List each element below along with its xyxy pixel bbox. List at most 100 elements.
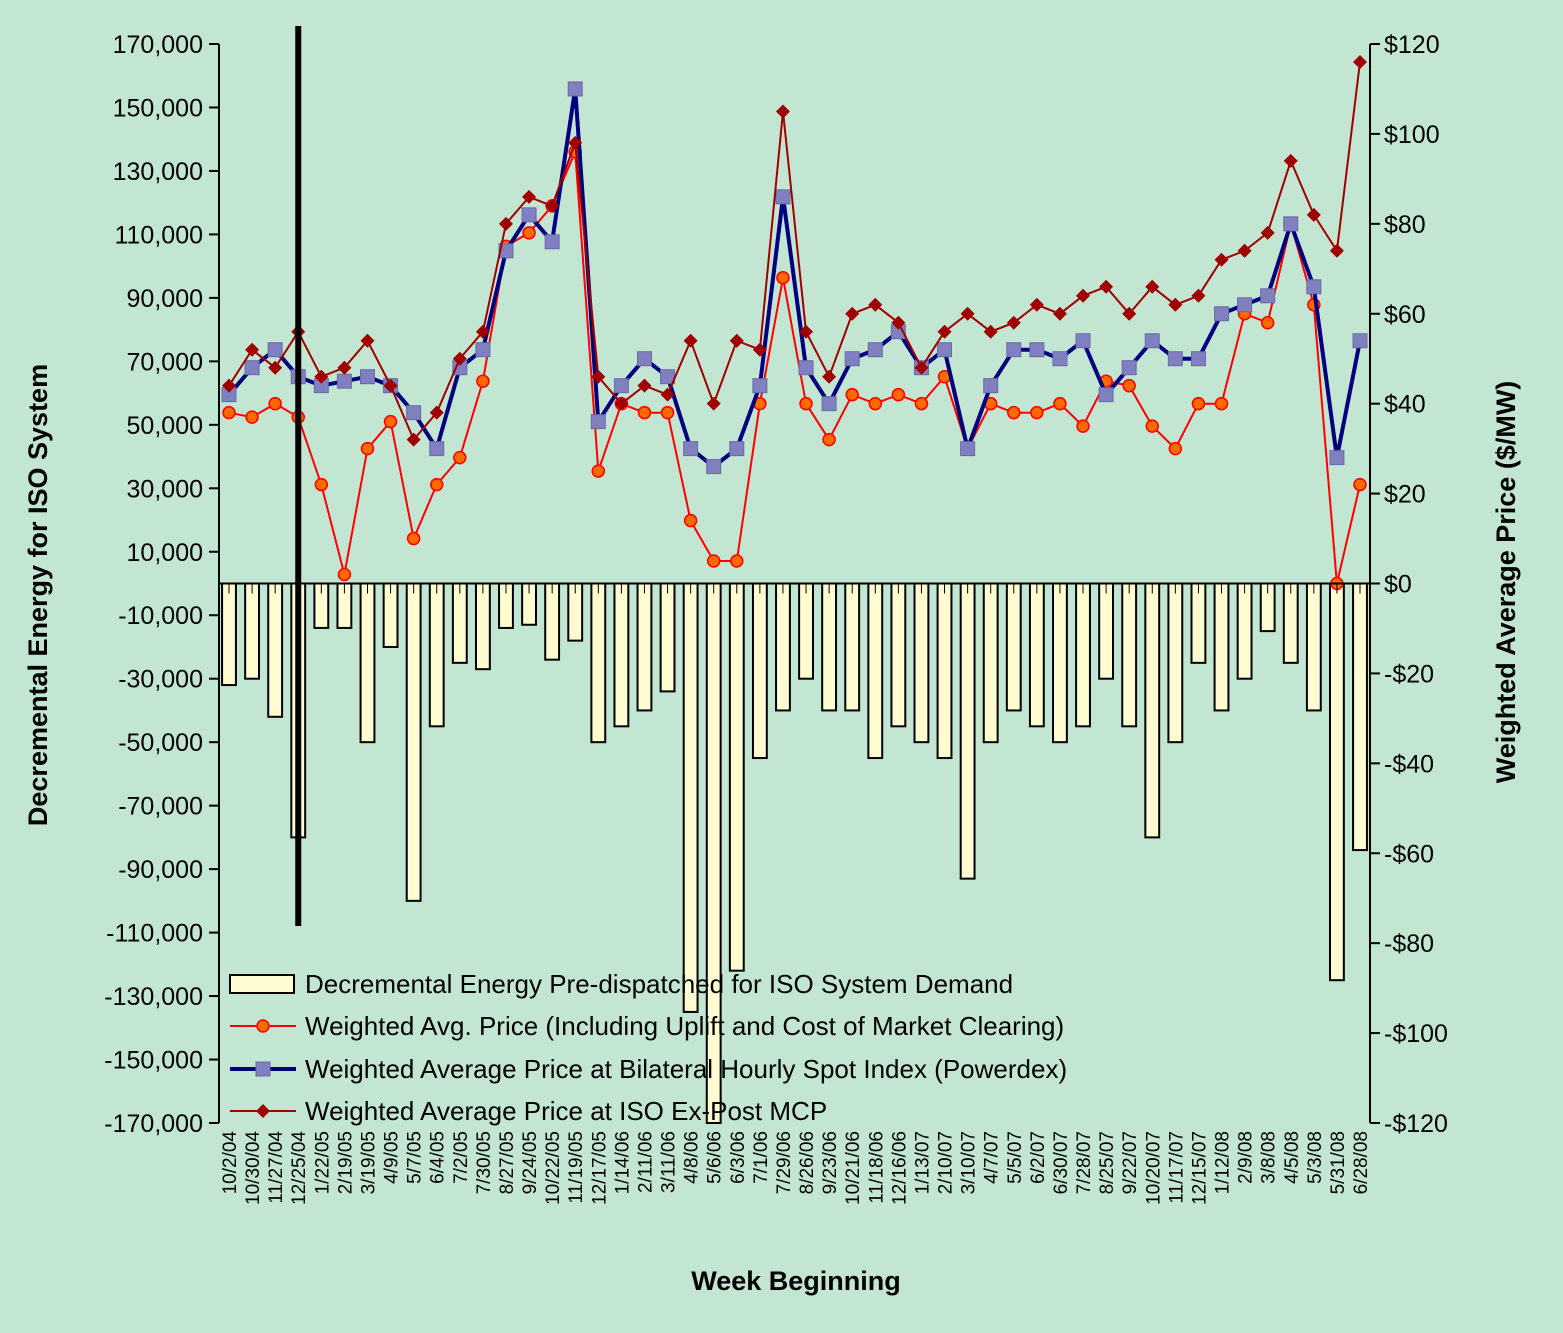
y-left-tick-label: -30,000 — [118, 666, 203, 694]
x-tick-label: 10/22/05 — [543, 1131, 564, 1205]
y-left-tick-label: 110,000 — [114, 221, 203, 249]
powerdex-point — [729, 441, 745, 457]
powerdex-point — [475, 342, 491, 358]
bar — [982, 582, 999, 744]
bar — [1167, 582, 1184, 744]
uplift-point — [822, 432, 836, 447]
x-tick-label: 2/19/05 — [335, 1131, 356, 1194]
bar — [1352, 582, 1368, 852]
bar — [890, 582, 907, 728]
bar — [1236, 582, 1253, 680]
y-left-tick-label: -130,000 — [104, 983, 203, 1011]
legend-label-powerdex: Weighted Average Price at Bilateral Hour… — [305, 1054, 1067, 1084]
uplift-point — [1122, 378, 1136, 393]
uplift-point — [1007, 405, 1021, 420]
mcp-point — [937, 324, 952, 339]
bar — [844, 582, 861, 712]
x-tick-label: 7/28/07 — [1074, 1131, 1095, 1194]
decremental-bars — [221, 582, 1368, 1124]
mcp-point — [1191, 288, 1206, 303]
mcp-point — [1029, 297, 1044, 312]
x-tick-label: 4/8/06 — [682, 1131, 703, 1184]
y-axis-right-title: Weighted Average Price ($/MW) — [1491, 381, 1521, 784]
mcp-point — [1099, 279, 1114, 294]
y-right-tick-label: -$80 — [1384, 930, 1434, 958]
x-tick-label: 4/9/05 — [382, 1131, 403, 1184]
y-left-tick-label: -170,000 — [104, 1110, 203, 1138]
bar — [1190, 582, 1207, 664]
y-left-tick-label: 70,000 — [127, 348, 203, 376]
powerdex-point — [1121, 360, 1137, 376]
powerdex-point — [336, 373, 352, 389]
x-tick-label: 11/27/04 — [266, 1131, 287, 1204]
x-tick-label: 4/5/08 — [1282, 1131, 1303, 1184]
bar — [590, 582, 607, 744]
bar — [244, 582, 261, 680]
mcp-point — [1145, 279, 1160, 294]
powerdex-point — [1029, 342, 1045, 358]
x-axis-title: Week Beginning — [691, 1266, 901, 1296]
x-tick-label: 5/3/08 — [1305, 1131, 1326, 1184]
mcp-point — [522, 189, 537, 204]
uplift-point — [637, 405, 652, 420]
bar — [544, 582, 561, 661]
bar — [1144, 582, 1161, 839]
bar — [221, 582, 237, 687]
uplift-point — [1053, 396, 1067, 411]
x-tick-label: 5/5/07 — [1005, 1131, 1026, 1184]
mcp-point — [591, 369, 606, 384]
bar — [636, 582, 653, 712]
bar — [1098, 582, 1115, 680]
x-tick-label: 3/19/05 — [358, 1131, 379, 1194]
x-tick-label: 6/30/07 — [1051, 1131, 1072, 1194]
mcp-point — [706, 396, 721, 411]
y-right-tick-label: $40 — [1384, 391, 1426, 419]
y-right-tick-label: $20 — [1384, 481, 1426, 509]
uplift-point — [406, 531, 421, 546]
powerdex-point — [1075, 333, 1091, 349]
powerdex-point — [429, 441, 445, 457]
powerdex-point — [844, 351, 860, 367]
mcp-point — [1168, 297, 1183, 312]
legend-swatch-powerdex-marker — [255, 1061, 271, 1077]
mcp-point — [752, 342, 767, 357]
x-tick-label: 5/7/05 — [405, 1131, 426, 1184]
bar — [1282, 582, 1299, 664]
y-right-tick-label: $60 — [1384, 301, 1426, 329]
mcp-point — [1353, 54, 1367, 69]
y-right-tick-label: -$100 — [1384, 1020, 1448, 1048]
mcp-point — [1260, 225, 1275, 240]
bar — [728, 582, 745, 972]
x-tick-label: 6/3/06 — [728, 1131, 749, 1184]
y-left-tick-label: -110,000 — [106, 920, 203, 948]
y-left-tick-label: -150,000 — [104, 1047, 203, 1075]
uplift-point — [914, 396, 929, 411]
uplift-point — [1191, 396, 1206, 411]
uplift-point — [1030, 405, 1044, 420]
powerdex-point — [1167, 351, 1183, 367]
y-left-tick-label: 90,000 — [127, 285, 203, 313]
legend-swatch-mcp-marker — [256, 1104, 270, 1118]
bar — [1213, 582, 1230, 712]
powerdex-point — [1098, 387, 1114, 403]
bar — [1028, 582, 1045, 728]
x-tick-label: 8/25/07 — [1097, 1131, 1118, 1194]
x-tick-label: 9/22/07 — [1120, 1131, 1141, 1194]
mcp-point — [983, 324, 998, 339]
x-tick-label: 9/23/06 — [820, 1131, 841, 1194]
mcp-point — [637, 378, 652, 393]
powerdex-point — [1260, 288, 1276, 304]
powerdex-point — [1052, 351, 1068, 367]
uplift-point — [453, 450, 467, 465]
bar — [1052, 582, 1068, 744]
uplift-point — [1260, 315, 1275, 330]
y-left-tick-label: -90,000 — [118, 856, 203, 884]
y-right-tick-label: -$120 — [1384, 1110, 1448, 1138]
x-tick-label: 2/11/06 — [635, 1131, 656, 1193]
mcp-point — [960, 306, 975, 321]
mcp-point — [914, 360, 929, 375]
y-left-tick-label: -10,000 — [118, 602, 203, 630]
uplift-point — [429, 477, 444, 492]
powerdex-point — [267, 342, 283, 358]
x-tick-label: 1/22/05 — [312, 1131, 333, 1194]
